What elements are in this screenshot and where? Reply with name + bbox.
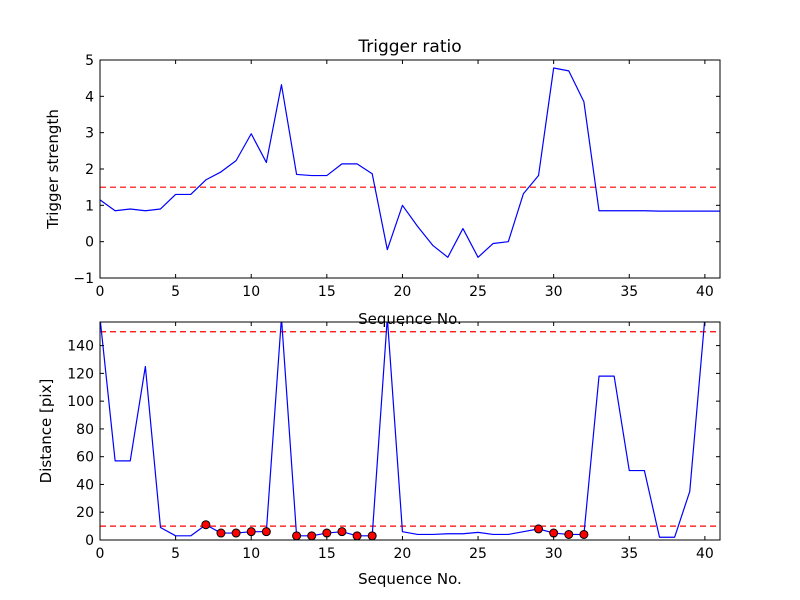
top-chart-plot-area xyxy=(100,67,720,258)
bottom-chart-ytick-label: 140 xyxy=(67,339,94,355)
top-chart-xtick-label: 35 xyxy=(620,284,638,300)
bottom-chart-plot-area xyxy=(100,322,720,540)
top-chart-ytick-label: 4 xyxy=(85,89,94,105)
bottom-chart-xtick-label: 5 xyxy=(171,546,180,562)
bottom-chart: Sequence No. Distance [pix] 0 5 10 15 20 25 30… xyxy=(37,321,721,588)
bottom-chart-ytick-label: 60 xyxy=(76,450,94,466)
top-chart-ytick-label: 0 xyxy=(85,235,94,251)
bottom-chart-marker-point xyxy=(579,529,589,539)
top-chart-xtick-label: 30 xyxy=(545,284,563,300)
top-chart-ytick-label: 3 xyxy=(85,126,94,142)
bottom-chart-ytick-label: 100 xyxy=(67,394,94,410)
top-chart-xtick-label: 10 xyxy=(242,284,260,300)
bottom-chart-ytick-label: 40 xyxy=(76,477,94,493)
bottom-chart-marker-point xyxy=(352,531,362,540)
bottom-chart-marker-point xyxy=(564,529,574,539)
top-chart-xtick-label: 0 xyxy=(96,284,105,300)
bottom-chart-marker-point xyxy=(201,520,211,530)
bottom-chart-marker-point xyxy=(337,527,347,537)
bottom-chart-marker-point xyxy=(367,531,377,540)
bottom-chart-marker-point xyxy=(261,527,271,537)
top-chart-xlabel: Sequence No. xyxy=(358,310,462,328)
top-chart: Trigger ratio Sequence No. Trigger stren… xyxy=(44,37,721,328)
bottom-chart-xtick-label: 0 xyxy=(96,546,105,562)
top-chart-ylabel: Trigger strength xyxy=(44,109,62,230)
bottom-chart-xlabel: Sequence No. xyxy=(358,570,462,588)
top-chart-xtick-label: 40 xyxy=(696,284,714,300)
bottom-chart-marker-point xyxy=(216,528,226,538)
bottom-chart-ylabel: Distance [pix] xyxy=(37,379,55,484)
bottom-chart-marker-point xyxy=(322,528,332,538)
bottom-chart-xtick-label: 35 xyxy=(620,546,638,562)
bottom-chart-xtick-label: 10 xyxy=(242,546,260,562)
bottom-chart-xtick-label: 40 xyxy=(696,546,714,562)
top-chart-xtick-label: 25 xyxy=(469,284,487,300)
top-chart-ytick-label: −1 xyxy=(73,271,94,287)
bottom-chart-marker-point xyxy=(549,528,559,538)
bottom-chart-axes-frame xyxy=(99,321,721,541)
bottom-chart-marker-point xyxy=(307,531,317,540)
top-chart-xtick-label: 15 xyxy=(318,284,336,300)
bottom-chart-xtick-label: 25 xyxy=(469,546,487,562)
top-chart-title: Trigger ratio xyxy=(357,37,461,57)
bottom-chart-marker-point xyxy=(231,528,241,538)
top-chart-xtick-label: 20 xyxy=(394,284,412,300)
bottom-chart-marker-point xyxy=(534,524,544,534)
bottom-chart-ytick-label: 0 xyxy=(85,533,94,549)
bottom-chart-ytick-label: 80 xyxy=(76,422,94,438)
bottom-chart-marker-point xyxy=(246,527,256,537)
bottom-chart-marker-point xyxy=(292,531,302,540)
bottom-chart-xtick-label: 30 xyxy=(545,546,563,562)
top-chart-xtick-label: 5 xyxy=(171,284,180,300)
top-chart-ytick-label: 1 xyxy=(85,198,94,214)
bottom-chart-xtick-label: 20 xyxy=(394,546,412,562)
top-chart-ytick-label: 2 xyxy=(85,162,94,178)
bottom-chart-xtick-label: 15 xyxy=(318,546,336,562)
top-chart-ytick-label: 5 xyxy=(85,53,94,69)
bottom-chart-ytick-label: 120 xyxy=(67,366,94,382)
top-chart-series-line xyxy=(100,67,720,258)
bottom-chart-ytick-label: 20 xyxy=(76,505,94,521)
